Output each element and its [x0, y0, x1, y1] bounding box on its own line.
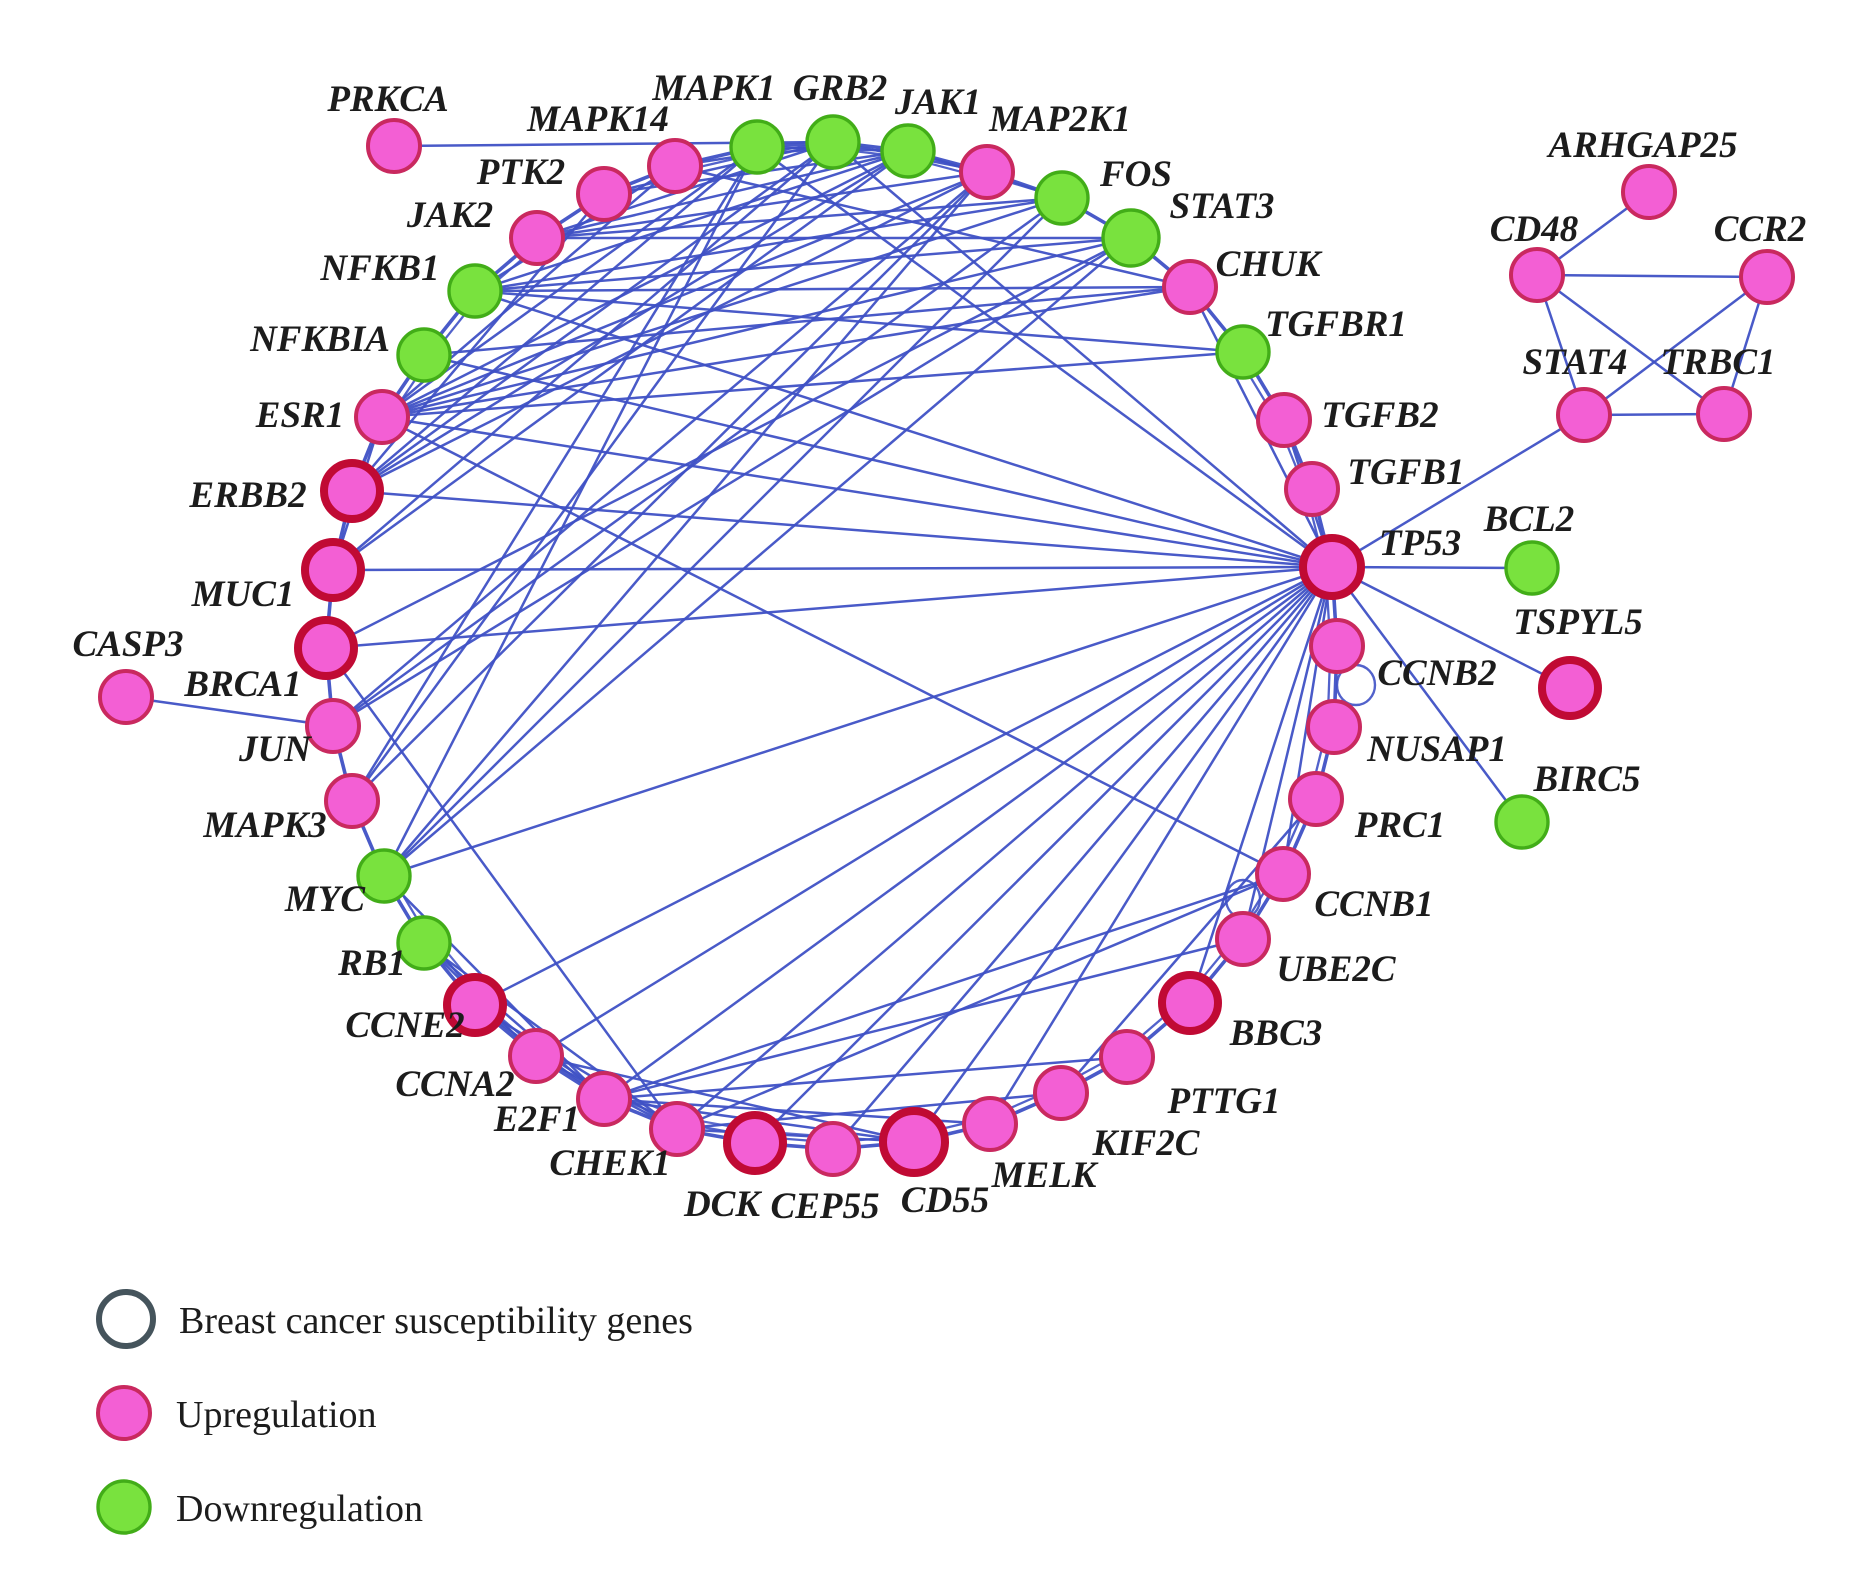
svg-text:TP53: TP53	[1379, 523, 1461, 564]
svg-text:CHUK: CHUK	[1216, 244, 1323, 285]
svg-text:JUN: JUN	[238, 729, 312, 770]
svg-text:JAK2: JAK2	[406, 195, 493, 236]
svg-text:PTTG1: PTTG1	[1166, 1081, 1280, 1122]
svg-text:ERBB2: ERBB2	[188, 475, 306, 516]
svg-text:MAP2K1: MAP2K1	[988, 99, 1131, 140]
svg-text:NUSAP1: NUSAP1	[1366, 729, 1507, 770]
svg-text:Upregulation: Upregulation	[176, 1394, 377, 1436]
svg-text:FOS: FOS	[1099, 154, 1172, 195]
svg-text:CCNB1: CCNB1	[1314, 884, 1433, 925]
svg-text:ARHGAP25: ARHGAP25	[1546, 125, 1737, 166]
svg-text:CD55: CD55	[901, 1180, 989, 1221]
svg-text:TRBC1: TRBC1	[1660, 342, 1775, 383]
svg-text:NFKBIA: NFKBIA	[249, 319, 390, 360]
svg-text:JAK1: JAK1	[894, 82, 981, 123]
svg-text:BCL2: BCL2	[1483, 499, 1574, 540]
svg-text:KIF2C: KIF2C	[1092, 1123, 1201, 1164]
svg-text:TGFBR1: TGFBR1	[1265, 304, 1407, 345]
svg-text:PTK2: PTK2	[476, 152, 565, 193]
svg-text:ESR1: ESR1	[255, 395, 344, 436]
svg-text:MAPK14: MAPK14	[526, 99, 669, 140]
svg-text:BRCA1: BRCA1	[183, 664, 301, 705]
svg-text:PRKCA: PRKCA	[326, 79, 448, 120]
svg-text:GRB2: GRB2	[793, 68, 888, 109]
svg-text:BIRC5: BIRC5	[1533, 759, 1641, 800]
svg-text:E2F1: E2F1	[493, 1099, 580, 1140]
svg-text:CCR2: CCR2	[1714, 209, 1807, 250]
svg-text:CEP55: CEP55	[771, 1186, 880, 1227]
svg-text:MELK: MELK	[991, 1155, 1099, 1196]
svg-text:Breast cancer susceptibility g: Breast cancer susceptibility genes	[179, 1300, 693, 1342]
svg-text:MAPK3: MAPK3	[202, 805, 326, 846]
svg-text:CCNE2: CCNE2	[345, 1005, 464, 1046]
svg-text:DCK: DCK	[683, 1184, 762, 1225]
svg-text:STAT3: STAT3	[1170, 186, 1275, 227]
svg-text:TGFB2: TGFB2	[1321, 395, 1438, 436]
svg-text:NFKB1: NFKB1	[319, 248, 439, 289]
svg-text:CCNA2: CCNA2	[395, 1064, 514, 1105]
svg-text:CD48: CD48	[1490, 209, 1578, 250]
svg-text:TSPYL5: TSPYL5	[1513, 602, 1642, 643]
svg-text:CASP3: CASP3	[72, 624, 183, 665]
svg-text:BBC3: BBC3	[1229, 1013, 1323, 1054]
svg-text:RB1: RB1	[337, 943, 406, 984]
svg-text:MUC1: MUC1	[191, 574, 295, 615]
svg-text:STAT4: STAT4	[1523, 342, 1628, 383]
svg-text:Downregulation: Downregulation	[176, 1488, 423, 1530]
svg-text:TGFB1: TGFB1	[1347, 452, 1464, 493]
svg-text:MYC: MYC	[284, 879, 367, 920]
svg-text:PRC1: PRC1	[1354, 805, 1445, 846]
svg-text:CCNB2: CCNB2	[1377, 653, 1496, 694]
svg-text:CHEK1: CHEK1	[549, 1143, 670, 1184]
svg-text:UBE2C: UBE2C	[1276, 949, 1397, 990]
svg-text:MAPK1: MAPK1	[651, 68, 775, 109]
